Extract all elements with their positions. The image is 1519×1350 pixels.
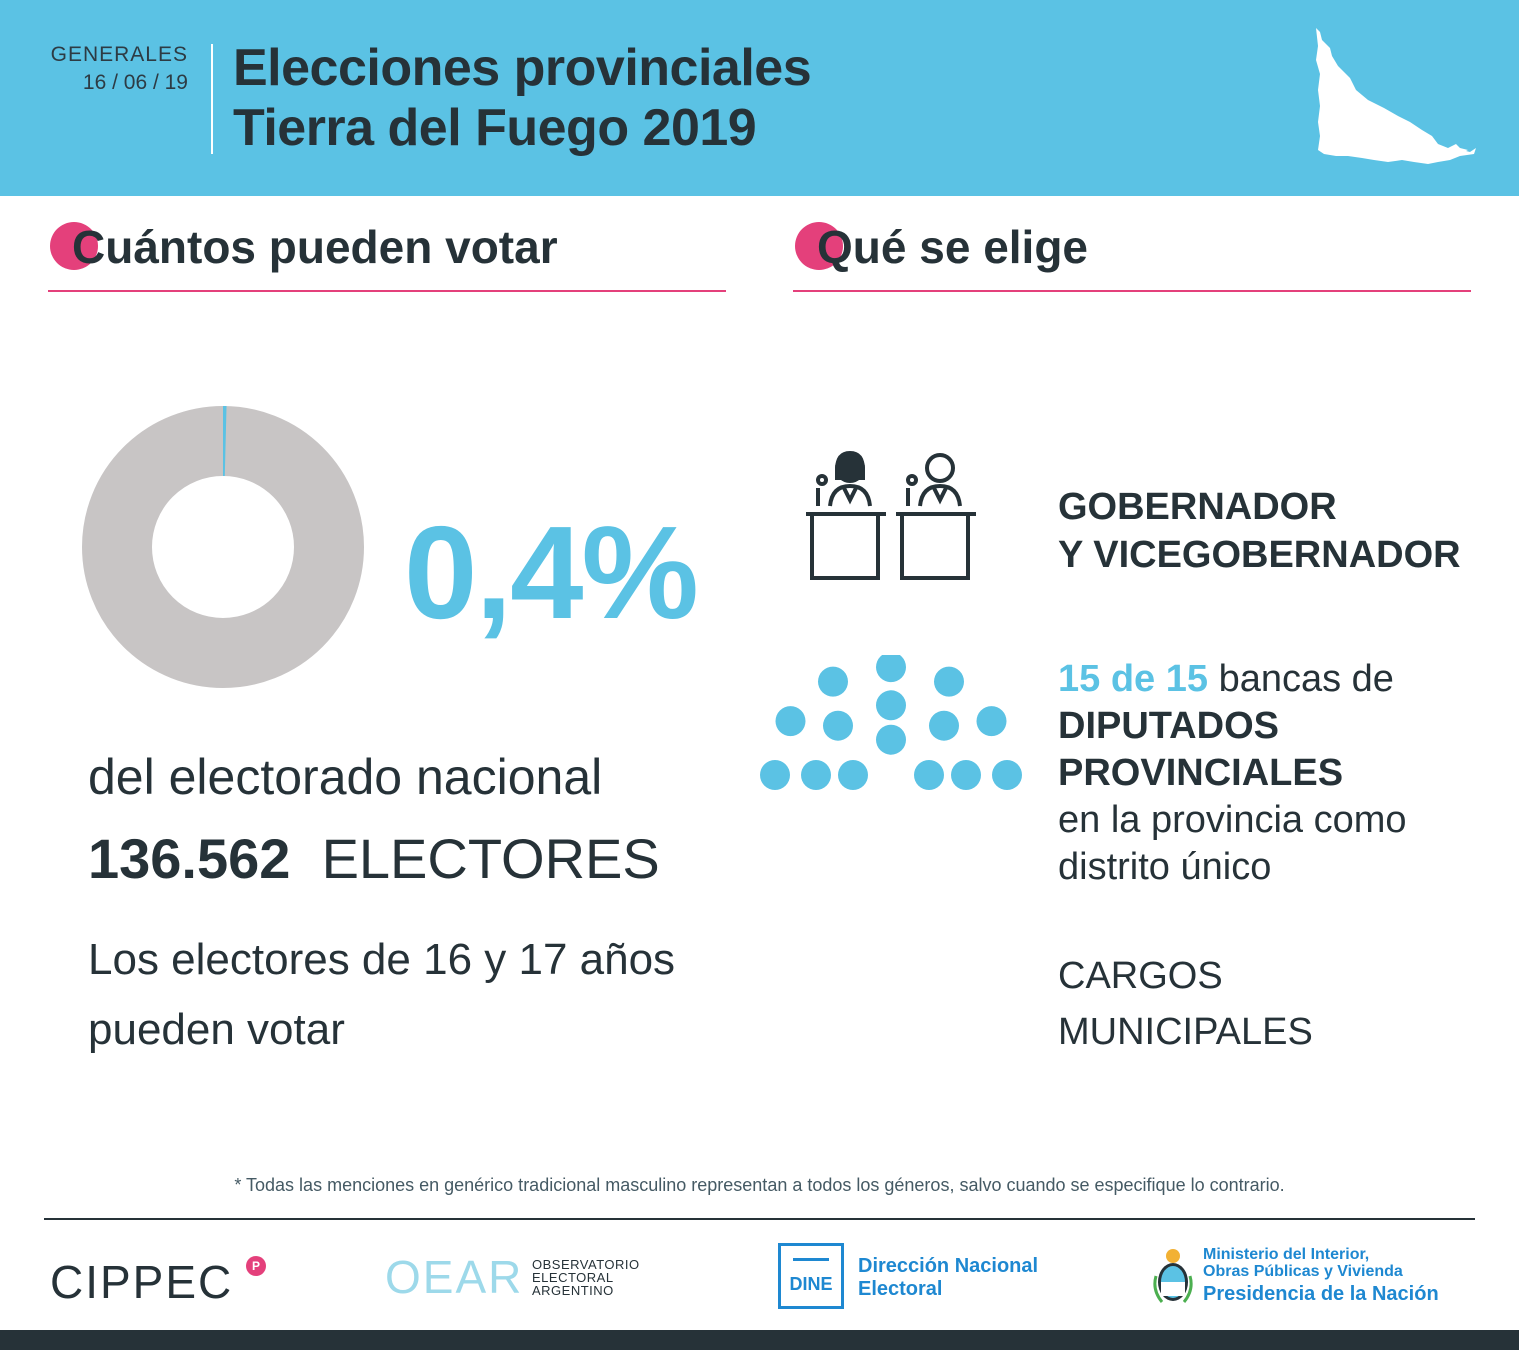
header-divider (211, 44, 213, 154)
seat-dot (914, 760, 944, 790)
seat-dot (929, 710, 959, 741)
bullet-dot-icon (795, 222, 843, 270)
election-date: 16 / 06 / 19 (82, 71, 188, 94)
page-title-line1: Elecciones provinciales (233, 39, 812, 97)
gobernador-line2: Y VICEGOBERNADOR (1058, 534, 1461, 576)
ministerio-line2: Obras Públicas y Vivienda (1203, 1263, 1403, 1280)
electorate-share-donut (82, 406, 364, 688)
dine-logo-text: DINE (789, 1274, 833, 1294)
left-section-title: Cuántos pueden votar (50, 220, 730, 280)
cippec-badge-letter: P (251, 1259, 260, 1273)
oear-sub-line3: ARGENTINO (532, 1283, 614, 1298)
seat-dot (818, 666, 848, 697)
seat-dot (876, 655, 906, 683)
percent-value: 0,4% (404, 499, 699, 646)
dine-logo-bar (793, 1258, 829, 1261)
presidencia-name: Presidencia de la Nación (1203, 1283, 1439, 1305)
dine-logo: DINE (778, 1243, 844, 1309)
cargos-line2: MUNICIPALES (1058, 1011, 1313, 1053)
page-title-line2: Tierra del Fuego 2019 (233, 99, 757, 157)
bancas-line: 15 de 15 bancas de (1058, 656, 1488, 703)
seat-dot (823, 710, 853, 741)
left-section-title-text: Cuántos pueden votar (72, 221, 558, 273)
right-section-underline (793, 290, 1471, 292)
cargos-line1: CARGOS (1058, 955, 1223, 997)
seat-dot (760, 760, 790, 790)
gender-footnote: * Todas las menciones en genérico tradic… (234, 1175, 1285, 1195)
ministerio-line1: Ministerio del Interior, (1203, 1246, 1370, 1263)
ministerio-name: Ministerio del Interior, Obras Públicas … (1203, 1246, 1403, 1280)
oear-sub-line1: OBSERVATORIO (532, 1257, 640, 1272)
header-banner: GENERALES 16 / 06 / 19 Elecciones provin… (0, 0, 1519, 196)
seat-dot (951, 760, 981, 790)
right-section-title: Qué se elige (795, 220, 1475, 280)
provincia-line1: en la provincia como (1058, 799, 1407, 841)
cippec-badge-icon: P (246, 1256, 266, 1276)
jovenes-text: Los electores de 16 y 17 años pueden vot… (88, 935, 676, 1054)
bottom-bar (0, 1330, 1519, 1350)
cargos-municipales-text: CARGOS MUNICIPALES (1058, 948, 1313, 1060)
seat-dot (876, 724, 906, 755)
dine-name: Dirección Nacional Electoral (858, 1255, 1038, 1301)
diputados-line2: PROVINCIALES (1058, 752, 1344, 794)
oear-logo: OEAR (385, 1251, 524, 1303)
gobernador-text: GOBERNADOR Y VICEGOBERNADOR (1058, 483, 1461, 579)
seat-dot (838, 760, 868, 790)
page-title: Elecciones provinciales Tierra del Fuego… (233, 38, 812, 158)
seat-dot (934, 666, 964, 697)
cippec-logo: CIPPEC (50, 1256, 234, 1308)
seat-dot (992, 760, 1022, 790)
diputados-line1: DIPUTADOS (1058, 705, 1279, 747)
electores-number: 136.562 (88, 827, 291, 890)
electorado-text: del electorado nacional (88, 749, 603, 805)
right-section-title-text: Qué se elige (817, 221, 1089, 273)
national-coat-of-arms-icon (1153, 1249, 1193, 1303)
oear-subtitle: OBSERVATORIO ELECTORAL ARGENTINO (532, 1258, 640, 1297)
seat-dot (801, 760, 831, 790)
podium-candidates-icon (806, 450, 976, 580)
seat-dot (876, 690, 906, 721)
seat-dot (976, 706, 1007, 737)
dine-name-line1: Dirección Nacional (858, 1255, 1039, 1277)
electores-count: 136.562 ELECTORES (88, 826, 660, 891)
election-type: GENERALES (50, 43, 188, 66)
left-section-underline (48, 290, 726, 292)
tierra-del-fuego-map-icon (1316, 28, 1476, 164)
diputados-text: 15 de 15 bancas de DIPUTADOS PROVINCIALE… (1058, 656, 1488, 891)
electores-label: ELECTORES (321, 827, 660, 890)
bullet-dot-icon (50, 222, 98, 270)
footer-divider (44, 1218, 1475, 1220)
provincia-line2: distrito único (1058, 846, 1272, 888)
dine-name-line2: Electoral (858, 1278, 943, 1300)
seat-dot (775, 706, 806, 737)
gobernador-line1: GOBERNADOR (1058, 486, 1337, 528)
oear-sub-line2: ELECTORAL (532, 1270, 614, 1285)
bancas-text: bancas de (1218, 658, 1394, 700)
legislature-seats-hemicycle (760, 655, 1022, 790)
bancas-number: 15 de 15 (1058, 658, 1208, 700)
